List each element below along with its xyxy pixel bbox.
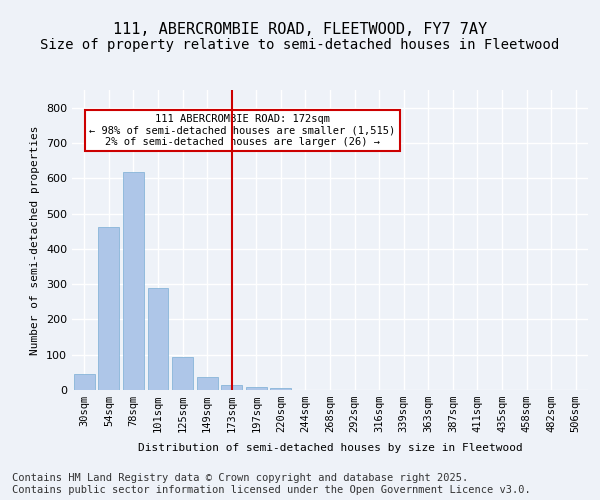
Bar	[123, 172, 144, 390]
Text: Size of property relative to semi-detached houses in Fleetwood: Size of property relative to semi-detach…	[40, 38, 560, 52]
Bar	[148, 288, 169, 390]
X-axis label: Distribution of semi-detached houses by size in Fleetwood: Distribution of semi-detached houses by …	[137, 444, 523, 454]
Text: Contains HM Land Registry data © Crown copyright and database right 2025.
Contai: Contains HM Land Registry data © Crown c…	[12, 474, 531, 495]
Bar	[221, 385, 242, 390]
Bar	[271, 388, 292, 390]
Text: 111 ABERCROMBIE ROAD: 172sqm
← 98% of semi-detached houses are smaller (1,515)
2: 111 ABERCROMBIE ROAD: 172sqm ← 98% of se…	[89, 114, 395, 147]
Y-axis label: Number of semi-detached properties: Number of semi-detached properties	[31, 125, 40, 355]
Text: 111, ABERCROMBIE ROAD, FLEETWOOD, FY7 7AY: 111, ABERCROMBIE ROAD, FLEETWOOD, FY7 7A…	[113, 22, 487, 38]
Bar	[98, 228, 119, 390]
Bar	[246, 387, 267, 390]
Bar	[172, 357, 193, 390]
Bar	[74, 374, 95, 390]
Bar	[197, 376, 218, 390]
